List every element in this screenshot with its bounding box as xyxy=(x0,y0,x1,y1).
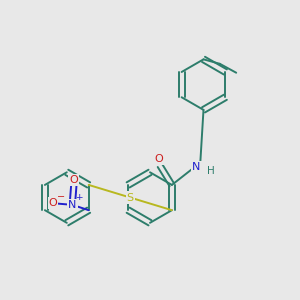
Text: +: + xyxy=(75,193,82,202)
Text: −: − xyxy=(57,192,65,202)
Text: O: O xyxy=(154,154,163,164)
Text: H: H xyxy=(207,166,214,176)
Text: O: O xyxy=(49,198,57,208)
Text: N: N xyxy=(192,162,200,172)
Text: O: O xyxy=(69,175,78,185)
Text: N: N xyxy=(68,200,76,210)
Text: S: S xyxy=(127,193,134,202)
